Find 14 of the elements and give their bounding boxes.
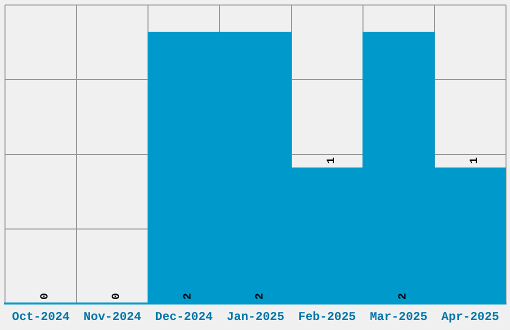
x-tick-label: Apr-2025	[441, 310, 500, 324]
data-label: 1	[326, 156, 338, 164]
data-label: 2	[254, 292, 266, 300]
x-tick-label: Nov-2024	[84, 310, 142, 324]
data-label: 0	[111, 292, 124, 300]
x-tick-label: Feb-2025	[298, 310, 356, 324]
data-label: 0	[40, 292, 52, 300]
x-tick-label: Jan-2025	[226, 310, 284, 324]
data-label: 2	[397, 292, 410, 300]
x-tick-label: Dec-2024	[155, 310, 213, 324]
x-tick-label: Oct-2024	[12, 310, 70, 324]
data-label: 2	[182, 292, 195, 300]
x-tick-label: Mar-2025	[370, 310, 428, 324]
data-label: 1	[468, 156, 481, 164]
